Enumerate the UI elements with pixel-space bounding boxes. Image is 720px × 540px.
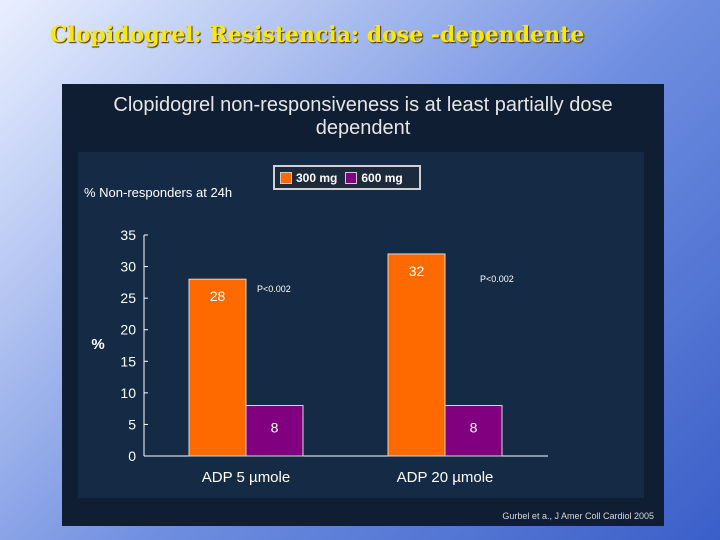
bar-300mg [188,278,247,457]
legend-item-600mg: 600 mg [345,170,403,185]
y-tick-label: 25 [120,290,136,306]
chart-subtitle: % Non-responders at 24h [84,185,233,200]
bar-value-label: 28 [210,288,226,304]
legend-swatch-300mg [280,171,292,184]
bar-600mg [444,404,503,457]
legend-label-600mg: 600 mg [361,170,403,185]
legend-swatch-600mg [345,171,358,184]
y-tick-label: 35 [120,227,136,243]
p-value-annotation: P<0.002 [480,274,514,284]
chart-title-line-2: dependent [315,117,411,139]
chart-title-line-1: Clopidogrel non-responsiveness is at lea… [113,94,613,116]
legend-label-300mg: 300 mg [296,170,338,185]
y-tick-label: 30 [120,259,136,275]
y-tick-label: 20 [120,322,136,338]
bar-300mg [387,253,446,457]
legend: 300 mg 600 mg [273,165,421,190]
bar-600mg [245,404,304,457]
x-tick-label: ADP 5 µmole [202,469,290,486]
chart-title: Clopidogrel non-responsiveness is at lea… [62,94,664,140]
bar-value-label: 8 [470,419,478,435]
bar-value-label: 32 [409,263,425,279]
y-tick-label: 15 [120,353,136,369]
y-tick-label: 0 [128,448,136,464]
slide-title: Clopidogrel: Resistencia: dose -dependen… [50,22,585,48]
y-tick-label: 10 [120,385,136,401]
citation: Gurbel et a., J Amer Coll Cardiol 2005 [502,511,654,521]
y-tick-label: 5 [128,416,136,432]
p-value-annotation: P<0.002 [257,284,291,294]
legend-item-300mg: 300 mg [280,171,337,185]
bar-value-label: 8 [271,419,279,435]
plot-area [78,152,644,498]
y-axis-label: % [91,336,104,353]
x-tick-label: ADP 20 µmole [397,469,494,486]
